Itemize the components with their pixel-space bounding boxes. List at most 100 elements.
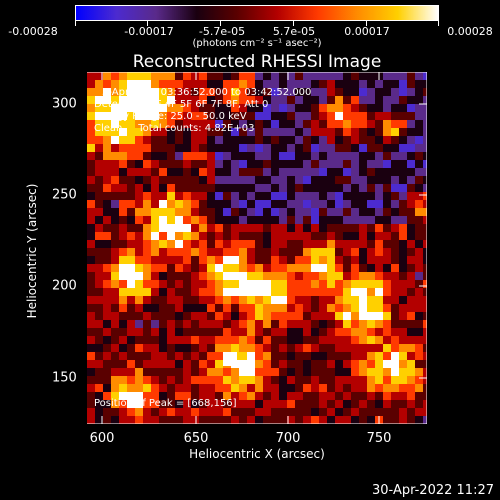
heatmap-cell xyxy=(103,216,111,224)
heatmap-cell xyxy=(223,296,231,304)
heatmap-cell xyxy=(271,288,279,296)
heatmap-cell xyxy=(207,88,215,96)
heatmap-cell xyxy=(103,384,111,392)
heatmap-cell xyxy=(87,256,95,264)
heatmap-cell xyxy=(239,248,247,256)
heatmap-cell xyxy=(87,168,95,176)
heatmap-cell xyxy=(103,264,111,272)
heatmap-cell xyxy=(391,328,399,336)
heatmap-cell xyxy=(303,208,311,216)
heatmap-cell xyxy=(383,312,391,320)
heatmap-cell xyxy=(127,336,135,344)
heatmap-cell xyxy=(327,336,335,344)
heatmap-cell xyxy=(167,248,175,256)
heatmap-cell xyxy=(279,320,287,328)
heatmap-cell xyxy=(135,280,143,288)
heatmap-cell xyxy=(287,240,295,248)
heatmap-cell xyxy=(255,152,263,160)
x-tick-label: 600 xyxy=(89,431,115,446)
heatmap-cell xyxy=(119,104,127,112)
heatmap-cell xyxy=(167,232,175,240)
heatmap-cell xyxy=(279,328,287,336)
heatmap-cell xyxy=(367,288,375,296)
heatmap-cell xyxy=(383,184,391,192)
heatmap-cell xyxy=(327,216,335,224)
heatmap-cell xyxy=(343,360,351,368)
heatmap-cell xyxy=(367,272,375,280)
heatmap-cell xyxy=(199,408,207,416)
heatmap-cell xyxy=(103,304,111,312)
heatmap-cell xyxy=(103,408,111,416)
heatmap-cell xyxy=(127,416,135,424)
heatmap-cell xyxy=(183,232,191,240)
heatmap-cell xyxy=(423,304,427,312)
heatmap-cell xyxy=(407,408,415,416)
heatmap-cell xyxy=(303,96,311,104)
heatmap-cell xyxy=(247,248,255,256)
heatmap-cell xyxy=(391,384,399,392)
heatmap-cells xyxy=(87,72,427,424)
heatmap-cell xyxy=(183,200,191,208)
heatmap-cell xyxy=(311,408,319,416)
heatmap-cell xyxy=(271,368,279,376)
heatmap-cell xyxy=(119,320,127,328)
heatmap-cell xyxy=(391,184,399,192)
heatmap-cell xyxy=(295,88,303,96)
heatmap-cell xyxy=(151,272,159,280)
heatmap-cell xyxy=(383,408,391,416)
heatmap-cell xyxy=(327,328,335,336)
heatmap-cell xyxy=(423,280,427,288)
heatmap-cell xyxy=(95,296,103,304)
heatmap-cell xyxy=(127,384,135,392)
heatmap-cell xyxy=(255,112,263,120)
heatmap-cell xyxy=(375,312,383,320)
heatmap-cell xyxy=(327,96,335,104)
heatmap-cell xyxy=(119,80,127,88)
heatmap-cell xyxy=(151,104,159,112)
heatmap-cell xyxy=(415,248,423,256)
heatmap-cell xyxy=(223,280,231,288)
clean-total-counts: Clean Total counts: 4.82E+03 xyxy=(94,123,255,134)
heatmap-cell xyxy=(231,168,239,176)
heatmap-cell xyxy=(199,376,207,384)
heatmap-cell xyxy=(279,264,287,272)
heatmap-cell xyxy=(375,368,383,376)
heatmap-cell xyxy=(263,80,271,88)
heatmap-cell xyxy=(119,384,127,392)
heatmap-cell xyxy=(183,128,191,136)
heatmap-cell xyxy=(303,368,311,376)
heatmap-cell xyxy=(423,192,427,200)
heatmap-cell xyxy=(335,104,343,112)
heatmap-cell xyxy=(327,360,335,368)
heatmap-cell xyxy=(399,392,407,400)
heatmap-cell xyxy=(399,344,407,352)
heatmap-cell xyxy=(383,104,391,112)
heatmap-cell xyxy=(423,256,427,264)
heatmap-cell xyxy=(119,280,127,288)
heatmap-cell xyxy=(255,416,263,424)
heatmap-cell xyxy=(351,264,359,272)
heatmap-cell xyxy=(327,368,335,376)
heatmap-cell xyxy=(399,360,407,368)
heatmap-cell xyxy=(327,176,335,184)
heatmap-cell xyxy=(239,376,247,384)
heatmap-cell xyxy=(335,176,343,184)
heatmap-cell xyxy=(183,368,191,376)
heatmap-cell xyxy=(399,200,407,208)
heatmap-cell xyxy=(199,96,207,104)
heatmap-cell xyxy=(343,224,351,232)
heatmap-cell xyxy=(287,400,295,408)
heatmap-cell xyxy=(399,136,407,144)
heatmap-cell xyxy=(359,248,367,256)
heatmap-cell xyxy=(103,192,111,200)
heatmap-cell xyxy=(327,256,335,264)
heatmap-cell xyxy=(87,104,95,112)
heatmap-cell xyxy=(239,336,247,344)
y-tick-label: 250 xyxy=(52,187,77,203)
heatmap-cell xyxy=(383,344,391,352)
heatmap-cell xyxy=(303,408,311,416)
heatmap-cell xyxy=(295,392,303,400)
heatmap-cell xyxy=(407,248,415,256)
heatmap-cell xyxy=(279,152,287,160)
heatmap-cell xyxy=(311,264,319,272)
